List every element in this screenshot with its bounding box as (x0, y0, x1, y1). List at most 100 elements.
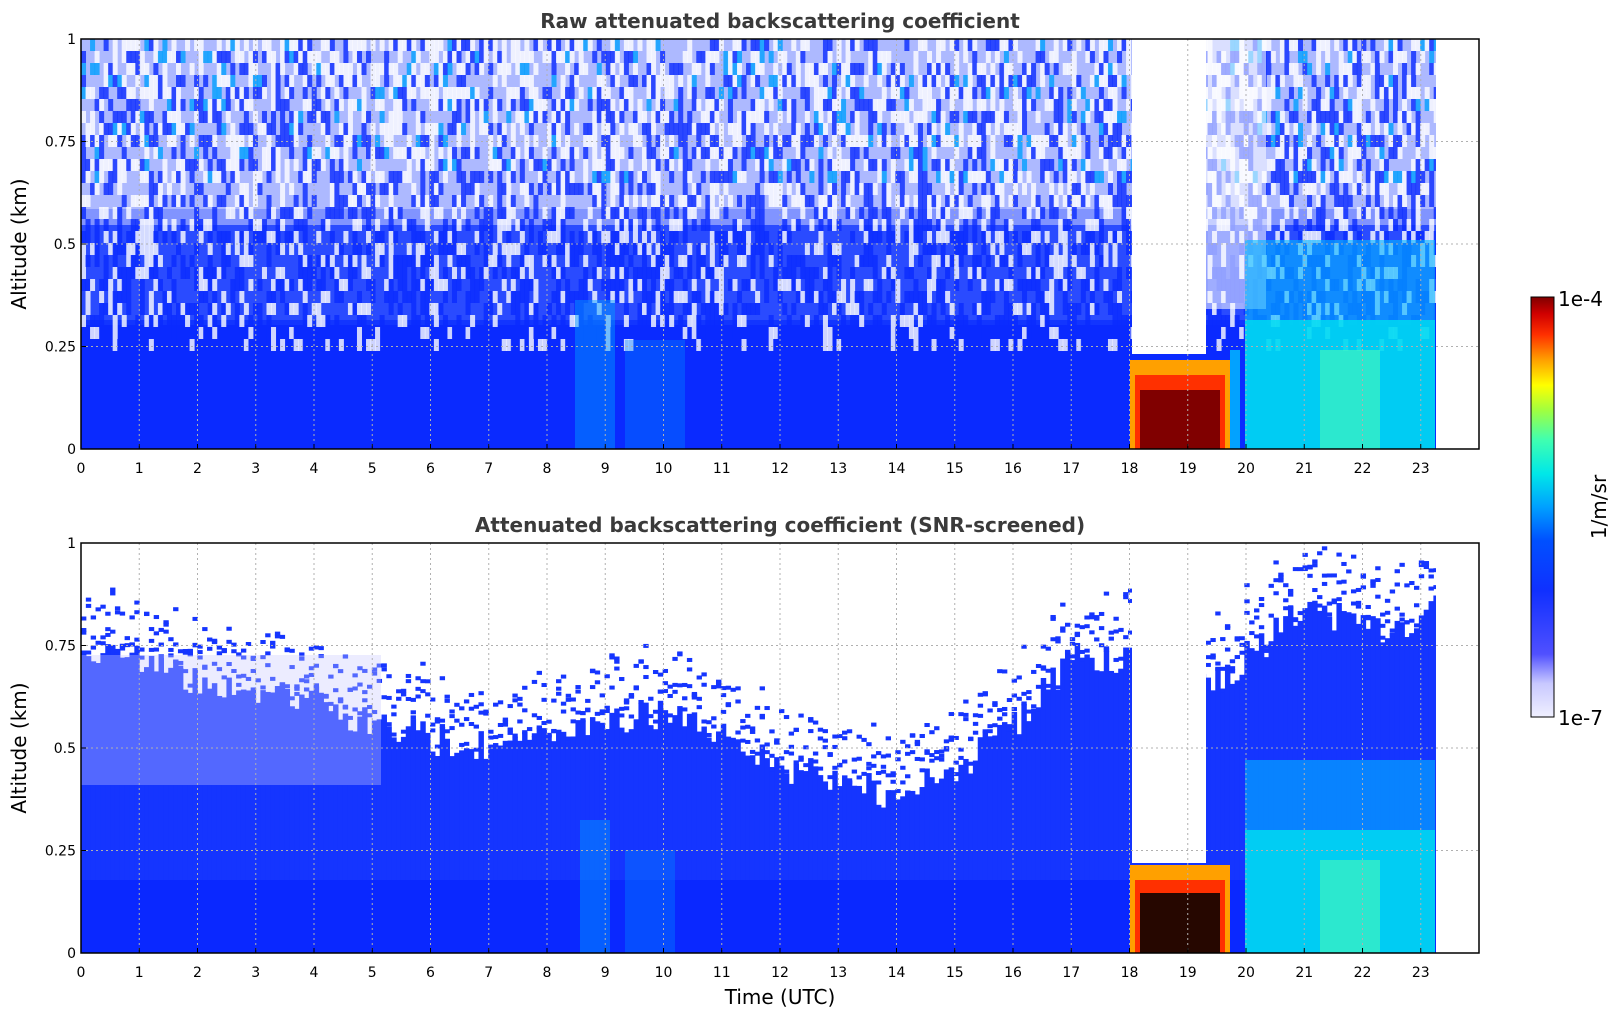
raw-noise-cell (103, 303, 109, 315)
raw-noise-cell (393, 267, 399, 279)
raw-noise-cell (189, 63, 195, 75)
raw-noise-cell (479, 339, 485, 351)
raw-noise-cell (1053, 255, 1059, 267)
raw-noise-cell (1415, 183, 1421, 195)
raw-noise-cell (126, 99, 132, 111)
raw-noise-cell (510, 135, 516, 147)
raw-noise-cell (868, 231, 874, 243)
raw-noise-cell (311, 171, 317, 183)
raw-noise-cell (510, 279, 516, 291)
raw-noise-cell (329, 195, 335, 207)
raw-noise-cell (225, 327, 231, 339)
raw-noise-cell (424, 159, 430, 171)
raw-noise-cell (877, 171, 883, 183)
raw-noise-cell (569, 231, 575, 243)
raw-noise-cell (881, 195, 887, 207)
raw-noise-cell (424, 39, 430, 51)
raw-noise-cell (596, 159, 602, 171)
raw-noise-cell (732, 87, 738, 99)
raw-noise-cell (542, 99, 548, 111)
raw-noise-cell (94, 315, 100, 327)
raw-noise-cell (112, 267, 118, 279)
raw-noise-cell (1017, 111, 1023, 123)
raw-noise-cell (261, 51, 267, 63)
raw-noise-cell (1266, 135, 1272, 147)
raw-noise-cell (1266, 159, 1272, 171)
raw-noise-cell (818, 159, 824, 171)
raw-noise-cell (370, 339, 376, 351)
raw-noise-cell (1107, 99, 1113, 111)
raw-noise-cell (1270, 51, 1276, 63)
raw-noise-cell (1338, 207, 1344, 219)
raw-noise-cell (542, 327, 548, 339)
raw-noise-cell (872, 99, 878, 111)
raw-noise-cell (81, 51, 87, 63)
raw-noise-cell (1411, 171, 1417, 183)
raw-noise-cell (1044, 255, 1050, 267)
raw-noise-cell (524, 51, 530, 63)
raw-noise-cell (904, 123, 910, 135)
raw-noise-cell (1103, 51, 1109, 63)
raw-noise-cell (162, 195, 168, 207)
raw-noise-cell (433, 279, 439, 291)
raw-noise-cell (1343, 183, 1349, 195)
raw-noise-cell (651, 51, 657, 63)
raw-noise-cell (1112, 99, 1118, 111)
raw-noise-cell (637, 171, 643, 183)
raw-noise-cell (660, 75, 666, 87)
raw-noise-cell (284, 51, 290, 63)
screened-column (405, 726, 412, 953)
screened-speckle (173, 607, 179, 612)
raw-noise-cell (1429, 51, 1435, 63)
raw-noise-cell (931, 243, 937, 255)
raw-noise-cell (732, 135, 738, 147)
raw-noise-cell (678, 327, 684, 339)
raw-noise-cell (651, 159, 657, 171)
raw-noise-cell (981, 171, 987, 183)
screened-column (168, 667, 174, 953)
raw-noise-cell (881, 171, 887, 183)
raw-noise-cell (841, 135, 847, 147)
raw-noise-cell (904, 195, 910, 207)
raw-noise-cell (343, 327, 349, 339)
raw-noise-cell (1320, 207, 1326, 219)
raw-noise-cell (356, 327, 362, 339)
raw-noise-cell (375, 243, 381, 255)
raw-noise-cell (1058, 279, 1064, 291)
raw-noise-cell (433, 267, 439, 279)
raw-noise-cell (234, 39, 240, 51)
raw-noise-cell (393, 87, 399, 99)
raw-noise-cell (456, 39, 462, 51)
screened-speckle (391, 732, 397, 737)
raw-noise-cell (917, 171, 923, 183)
raw-noise-cell (1225, 315, 1231, 327)
raw-noise-cell (556, 135, 562, 147)
raw-noise-cell (148, 99, 154, 111)
raw-noise-cell (904, 231, 910, 243)
raw-noise-cell (569, 159, 575, 171)
raw-noise-cell (261, 267, 267, 279)
raw-noise-cell (280, 63, 286, 75)
raw-noise-cell (117, 75, 123, 87)
raw-noise-cell (981, 123, 987, 135)
raw-noise-cell (981, 159, 987, 171)
raw-noise-cell (248, 123, 254, 135)
raw-noise-cell (162, 231, 168, 243)
raw-noise-cell (415, 315, 421, 327)
screened-speckle (114, 610, 121, 615)
raw-noise-cell (221, 195, 227, 207)
raw-noise-cell (447, 159, 453, 171)
raw-noise-cell (1040, 39, 1046, 51)
raw-noise-cell (940, 303, 946, 315)
screened-speckle (216, 667, 223, 672)
screened-speckle (400, 729, 407, 734)
raw-noise-cell (1307, 147, 1313, 159)
raw-noise-cell (917, 195, 923, 207)
raw-noise-cell (1080, 171, 1086, 183)
raw-noise-cell (614, 255, 620, 267)
raw-noise-cell (741, 231, 747, 243)
raw-noise-cell (230, 63, 236, 75)
raw-noise-cell (736, 39, 743, 51)
raw-noise-cell (90, 123, 96, 135)
raw-noise-cell (225, 339, 231, 351)
